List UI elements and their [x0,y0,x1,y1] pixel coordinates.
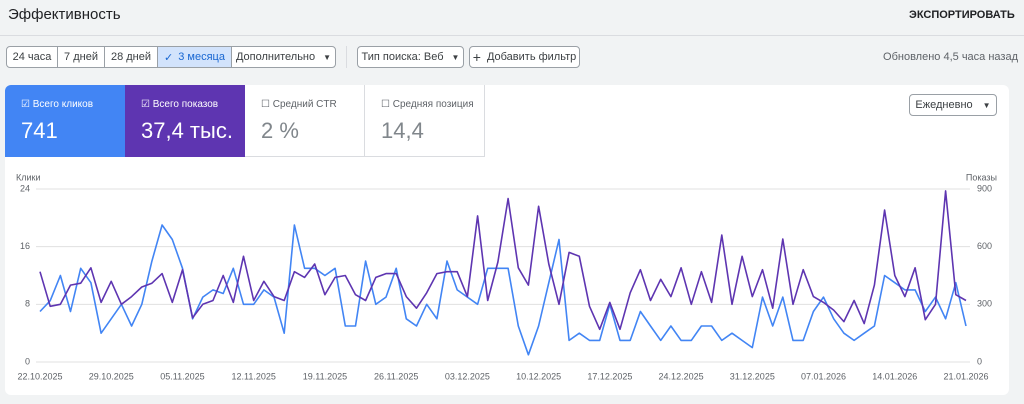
metric-value: 14,4 [381,118,424,143]
metric-label: ☐ Средний CTR [261,99,337,110]
metric-card[interactable]: ☑ Всего показов 37,4 тыс. [125,85,245,157]
x-tick-label: 12.11.2025 [231,371,275,381]
x-tick-label: 31.12.2025 [730,371,775,381]
dropdown-arrow: ▼ [451,52,460,62]
x-tick-label: 26.11.2025 [374,371,418,381]
metric-value: 37,4 тыс. [141,118,233,143]
y-tick-label: 16 [20,241,30,251]
metric-value: 2 % [261,118,299,143]
metric-card[interactable]: ☐ Средний CTR 2 % [245,85,365,157]
metric-label: ☑ Всего кликов [21,99,94,110]
metric-label: ☑ Всего показов [141,99,219,110]
separator [346,46,347,68]
y2-tick-label: 900 [977,183,992,193]
granularity-select[interactable]: Ежедневно ▼ [909,94,997,116]
add-filter-chip[interactable]: + Добавить фильтр [469,46,580,68]
plus-icon: + [472,49,481,65]
range-chip[interactable]: 28 дней [104,46,158,68]
metric-card[interactable]: ☐ Средняя позиция 14,4 [365,85,485,157]
y-axis-title: Клики [16,172,41,182]
x-tick-label: 07.01.2026 [801,371,846,381]
export-label: ЭКСПОРТИРОВАТЬ [909,9,1015,21]
y2-tick-label: 0 [977,356,982,366]
x-tick-label: 19.11.2025 [303,371,347,381]
search-type: Тип поиска: Веб [361,51,444,63]
metric-label: ☐ Средняя позиция [381,99,474,110]
range-chip-selected[interactable]: ✓ 3 месяца [157,46,232,68]
export-button[interactable]: ЭКСПОРТИРОВАТЬ [903,7,1015,23]
range-label: 3 месяца [178,51,225,63]
range-more[interactable]: Дополнительно ▼ [231,46,336,68]
check-icon: ✓ [164,51,174,64]
range-chip[interactable]: 24 часа [6,46,58,68]
updated-text: Обновлено 4,5 часа назад [883,51,1018,63]
add-filter: Добавить фильтр [486,51,577,63]
y2-axis-title: Показы [966,172,997,182]
series-line [39,190,967,331]
dropdown-arrow: ▼ [323,52,332,62]
metric-label-text: Всего показов [152,99,219,110]
x-tick-label: 22.10.2025 [17,371,62,381]
metric-label-text: Всего кликов [32,99,94,110]
x-tick-label: 21.01.2026 [943,371,988,381]
x-tick-label: 10.12.2025 [516,371,561,381]
range-chip[interactable]: 7 дней [57,46,105,68]
y-tick-label: 24 [20,183,30,193]
y-tick-label: 0 [25,356,30,366]
x-tick-label: 14.01.2026 [872,371,917,381]
x-tick-label: 17.12.2025 [587,371,632,381]
divider [0,35,1024,36]
range-label: Дополнительно [235,51,316,63]
x-tick-label: 24.12.2025 [659,371,704,381]
granularity: Ежедневно [915,99,973,111]
x-tick-label: 03.12.2025 [445,371,490,381]
metric-label-text: Средний CTR [272,99,337,110]
y2-tick-label: 300 [977,299,992,309]
x-tick-label: 05.11.2025 [160,371,204,381]
metric-card[interactable]: ☑ Всего кликов 741 [5,85,125,157]
chart: 0 8 16 24 0 300 600 900 Клики Показы 22.10.2025 29.… [16,172,997,381]
series-line [39,224,967,356]
dropdown-arrow: ▼ [982,100,991,110]
title: Эффективность [8,6,121,23]
y-tick-label: 8 [25,299,30,309]
y2-tick-label: 600 [977,241,992,251]
x-tick-label: 29.10.2025 [89,371,134,381]
metric-value: 741 [21,118,58,143]
search-type-chip[interactable]: Тип поиска: Веб ▼ [357,46,464,68]
metric-label-text: Средняя позиция [392,99,474,110]
